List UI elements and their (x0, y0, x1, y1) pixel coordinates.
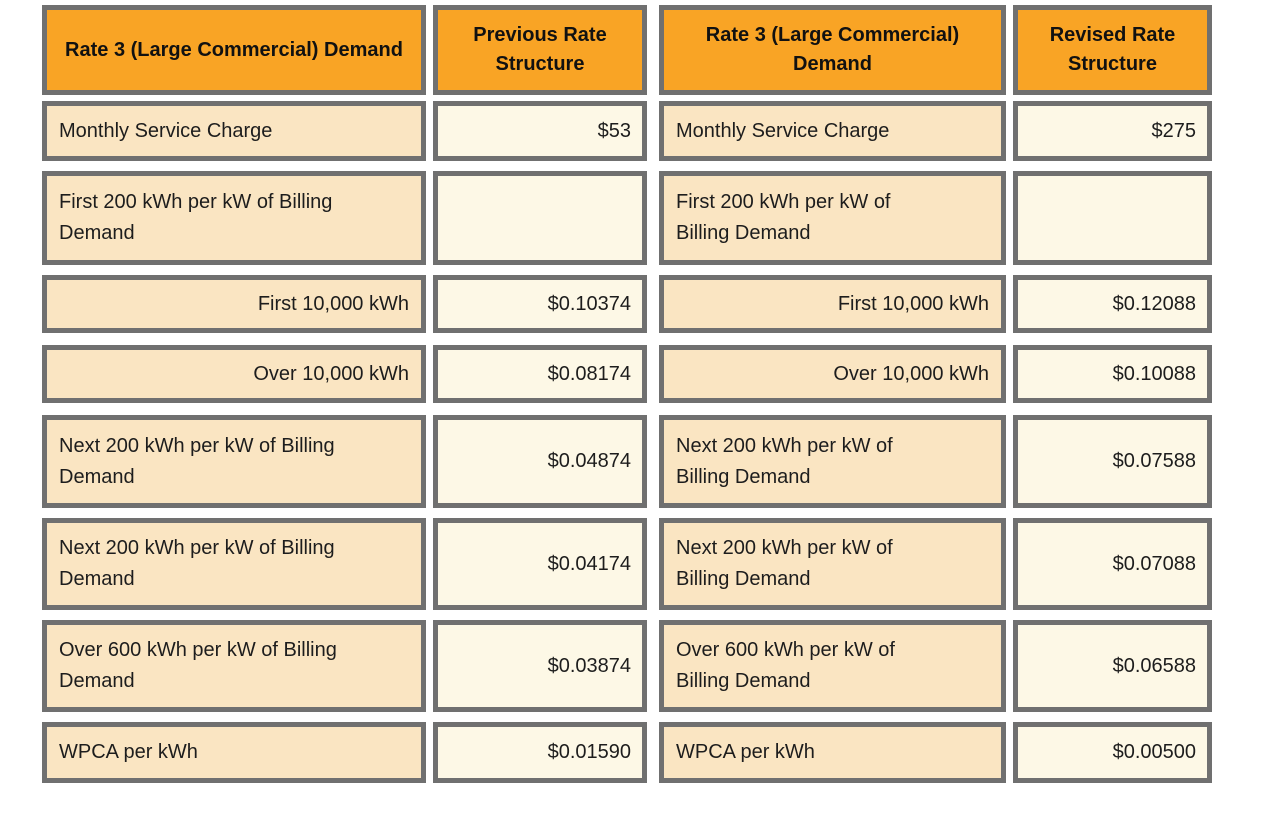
prev-label-cell: Next 200 kWh per kW of Billing Demand (42, 415, 426, 508)
prev-label-cell: Monthly Service Charge (42, 101, 426, 161)
label-text: First 200 kWh per kW of Billing Demand (59, 191, 333, 244)
label-text: WPCA per kWh (676, 741, 815, 763)
label-text: Over 10,000 kWh (833, 362, 989, 385)
prev-label-cell: WPCA per kWh (42, 722, 426, 783)
table-row: Monthly Service Charge $53 Monthly Servi… (42, 101, 1268, 161)
prev-value-cell: $53 (433, 101, 647, 161)
rev-value-cell: $0.00500 (1013, 722, 1212, 783)
table-row: First 200 kWh per kW of Billing Demand F… (42, 171, 1268, 265)
header-cell-demand-previous: Rate 3 (Large Commercial) Demand (42, 5, 426, 95)
label-text: Over 10,000 kWh (253, 362, 409, 385)
header-cell-revised-rate-structure: Revised Rate Structure (1013, 5, 1212, 95)
header-cell-previous-rate-structure: Previous Rate Structure (433, 5, 647, 95)
rev-label-cell: WPCA per kWh (659, 722, 1006, 783)
prev-value-cell: $0.10374 (433, 275, 647, 333)
label-text: Monthly Service Charge (59, 119, 273, 142)
table-row: First 10,000 kWh $0.10374 First 10,000 k… (42, 275, 1268, 333)
prev-value-cell: $0.04874 (433, 415, 647, 508)
label-text: Monthly Service Charge (676, 119, 890, 142)
rev-value-cell: $0.06588 (1013, 620, 1212, 712)
label-text: Over 600 kWh per kW of Billing Demand (59, 639, 337, 692)
rev-label-cell: Monthly Service Charge (659, 101, 1006, 161)
label-text: WPCA per kWh (59, 741, 198, 763)
prev-label-cell: First 10,000 kWh (42, 275, 426, 333)
label-text: Over 600 kWh per kW of Billing Demand (676, 639, 895, 692)
table-row: Next 200 kWh per kW of Billing Demand $0… (42, 518, 1268, 610)
table-row: WPCA per kWh $0.01590 WPCA per kWh $0.00… (42, 722, 1268, 783)
label-text: Next 200 kWh per kW of Billing Demand (676, 537, 893, 590)
label-text: First 10,000 kWh (837, 292, 989, 315)
table-row: Over 10,000 kWh $0.08174 Over 10,000 kWh… (42, 345, 1268, 403)
prev-value-cell: $0.08174 (433, 345, 647, 403)
rev-value-cell: $0.10088 (1013, 345, 1212, 403)
prev-label-cell: Over 10,000 kWh (42, 345, 426, 403)
rev-label-cell: Next 200 kWh per kW of Billing Demand (659, 415, 1006, 508)
rev-value-cell (1013, 171, 1212, 265)
rev-label-cell: Next 200 kWh per kW of Billing Demand (659, 518, 1006, 610)
rev-label-cell: Over 600 kWh per kW of Billing Demand (659, 620, 1006, 712)
rev-value-cell: $275 (1013, 101, 1212, 161)
rev-label-cell: First 200 kWh per kW of Billing Demand (659, 171, 1006, 265)
table-row: Over 600 kWh per kW of Billing Demand $0… (42, 620, 1268, 712)
prev-label-cell: Over 600 kWh per kW of Billing Demand (42, 620, 426, 712)
label-text: Next 200 kWh per kW of Billing Demand (59, 434, 335, 488)
label-text: Next 200 kWh per kW of Billing Demand (59, 537, 335, 590)
prev-value-cell: $0.04174 (433, 518, 647, 610)
prev-value-cell: $0.03874 (433, 620, 647, 712)
rev-value-cell: $0.12088 (1013, 275, 1212, 333)
prev-label-cell: Next 200 kWh per kW of Billing Demand (42, 518, 426, 610)
prev-value-cell (433, 171, 647, 265)
rev-label-cell: Over 10,000 kWh (659, 345, 1006, 403)
table-row: Next 200 kWh per kW of Billing Demand $0… (42, 415, 1268, 508)
label-text: First 10,000 kWh (257, 292, 409, 315)
label-text: First 200 kWh per kW of Billing Demand (676, 191, 891, 244)
rev-value-cell: $0.07588 (1013, 415, 1212, 508)
prev-label-cell: First 200 kWh per kW of Billing Demand (42, 171, 426, 265)
header-cell-demand-revised: Rate 3 (Large Commercial) Demand (659, 5, 1006, 95)
rev-value-cell: $0.07088 (1013, 518, 1212, 610)
rev-label-cell: First 10,000 kWh (659, 275, 1006, 333)
prev-value-cell: $0.01590 (433, 722, 647, 783)
label-text: Next 200 kWh per kW of Billing Demand (676, 434, 893, 488)
header-row: Rate 3 (Large Commercial) Demand Previou… (42, 5, 1268, 95)
